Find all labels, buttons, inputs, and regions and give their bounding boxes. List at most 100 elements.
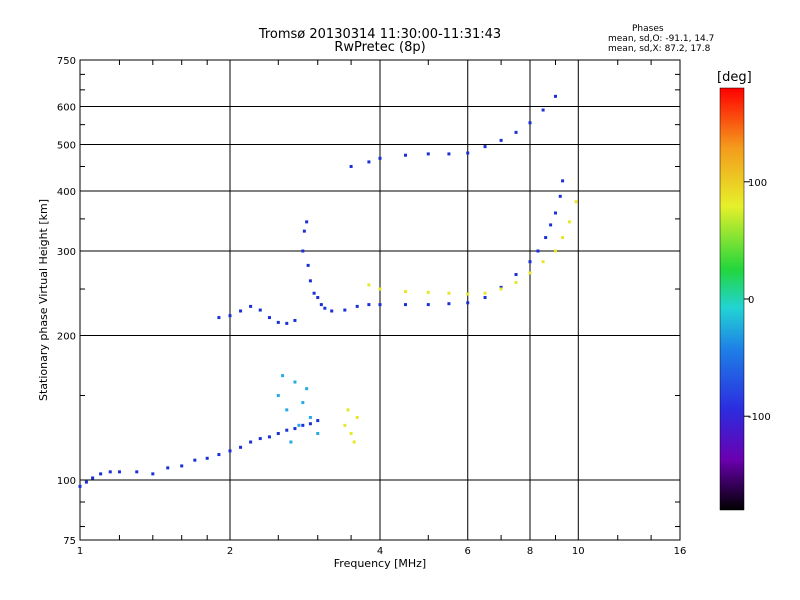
data-point (285, 321, 289, 325)
data-point (403, 290, 407, 294)
data-point (239, 309, 243, 313)
grid (80, 60, 680, 540)
phases-o-stats: mean, sd,O: -91.1, 14.7 (608, 34, 715, 44)
data-point (258, 437, 262, 441)
x-tick-label: 16 (674, 546, 687, 557)
data-point (84, 480, 88, 484)
colorbar-unit-label: [deg] (717, 70, 752, 85)
data-point (355, 304, 359, 308)
data-point (343, 308, 347, 312)
data-point (403, 153, 407, 157)
data-point (217, 316, 221, 320)
data-point (553, 249, 557, 253)
data-point (228, 449, 232, 453)
colorbar-tick-label: 0 (748, 295, 754, 306)
data-point (108, 470, 112, 474)
data-point (305, 220, 309, 224)
x-tick-label: 6 (465, 546, 471, 557)
data-point (285, 428, 289, 432)
data-point (343, 423, 347, 427)
data-point (249, 440, 253, 444)
data-point (403, 303, 407, 307)
y-tick-label: 75 (63, 536, 76, 547)
x-tick-label: 10 (572, 546, 585, 557)
data-point (316, 419, 320, 423)
data-point (352, 440, 356, 444)
data-point (323, 306, 327, 310)
y-tick-label: 100 (57, 476, 76, 487)
data-point (180, 464, 184, 468)
data-points (78, 94, 578, 488)
data-point (378, 287, 382, 291)
data-point (249, 304, 253, 308)
data-point (330, 309, 334, 313)
data-point (346, 408, 350, 412)
data-point (514, 130, 518, 134)
data-point (349, 432, 353, 436)
data-point (217, 453, 221, 457)
data-point (528, 260, 532, 264)
x-tick-label: 8 (527, 546, 533, 557)
data-point (293, 318, 297, 322)
data-point (301, 401, 305, 405)
data-point (466, 151, 470, 155)
data-point (293, 380, 297, 384)
y-tick-label: 500 (57, 141, 76, 152)
x-tick-label: 2 (227, 546, 233, 557)
data-point (561, 179, 565, 183)
data-point (553, 94, 557, 98)
data-point (558, 194, 562, 198)
colorbar-tick-label: -100 (748, 412, 771, 423)
data-point (319, 303, 323, 307)
data-point (574, 200, 578, 204)
phases-x-stats: mean, sd,X: 87.2, 17.8 (608, 44, 711, 54)
data-point (367, 303, 371, 307)
data-point (239, 445, 243, 449)
data-point (276, 320, 280, 324)
data-point (378, 156, 382, 160)
data-point (306, 263, 310, 267)
data-point (308, 279, 312, 283)
data-point (355, 415, 359, 419)
data-point (544, 236, 548, 240)
data-point (308, 415, 312, 419)
data-point (514, 273, 518, 277)
y-axis: 75 100 200 300 400 500 600 750 (57, 56, 680, 547)
data-point (528, 121, 532, 125)
colorbar (719, 87, 745, 511)
x-axis: 1 2 4 6 8 10 16 (77, 60, 687, 557)
y-tick-label: 750 (57, 56, 76, 67)
data-point (193, 458, 197, 462)
data-point (297, 423, 301, 427)
data-point (301, 249, 305, 253)
data-point (483, 291, 487, 295)
data-point (541, 260, 545, 264)
chart-subtitle: RwPretec (8p) (334, 40, 426, 55)
data-point (302, 229, 306, 233)
data-point (78, 484, 82, 488)
data-point (426, 303, 430, 307)
data-point (228, 314, 232, 318)
data-point (205, 456, 209, 460)
data-point (541, 108, 545, 112)
data-point (367, 283, 371, 287)
data-point (567, 220, 571, 224)
x-tick-label: 1 (77, 546, 83, 557)
data-point (312, 291, 316, 295)
y-tick-label: 600 (57, 103, 76, 114)
data-point (367, 160, 371, 164)
data-point (117, 470, 121, 474)
data-point (447, 152, 451, 156)
x-tick-label: 4 (377, 546, 383, 557)
data-point (499, 138, 503, 142)
data-point (447, 302, 451, 306)
y-axis-label: Stationary phase Virtual Height [km] (37, 199, 50, 401)
phases-title: Phases (632, 24, 664, 34)
data-point (276, 432, 280, 436)
data-point (483, 296, 487, 300)
data-point (267, 435, 271, 439)
data-point (258, 308, 262, 312)
data-point (499, 285, 503, 289)
data-point (466, 292, 470, 296)
data-point (305, 387, 309, 391)
